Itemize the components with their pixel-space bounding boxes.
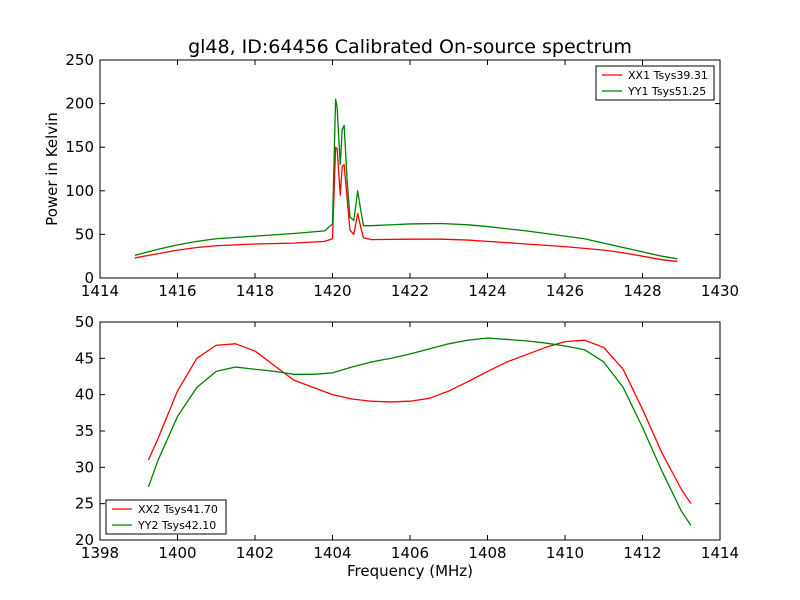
x-tick-label: 1430 bbox=[701, 282, 739, 300]
x-tick-label: 1414 bbox=[701, 544, 739, 562]
y-tick-label: 0 bbox=[84, 269, 94, 287]
x-tick-label: 1422 bbox=[391, 282, 429, 300]
chart-title: gl48, ID:64456 Calibrated On-source spec… bbox=[188, 36, 632, 58]
y-tick-label: 200 bbox=[65, 95, 94, 113]
x-tick-label: 1420 bbox=[313, 282, 351, 300]
series-line-1 bbox=[147, 339, 692, 505]
x-tick-label: 1426 bbox=[546, 282, 584, 300]
x-axis-label: Frequency (MHz) bbox=[347, 562, 473, 580]
y-tick-label: 30 bbox=[75, 458, 94, 476]
y-tick-label: 150 bbox=[65, 138, 94, 156]
x-tick-label: 1408 bbox=[468, 544, 506, 562]
x-tick-label: 1416 bbox=[158, 282, 196, 300]
plot-panel-1: 1414 1416 1418 1420 1422 1424 1426 1428 1430 0 50 1… bbox=[43, 51, 739, 300]
legend: XX1 Tsys39.31 YY1 Tsys51.25 bbox=[595, 65, 715, 101]
x-tick-label: 1410 bbox=[546, 544, 584, 562]
y-tick-label: 100 bbox=[65, 182, 94, 200]
plot-panel-2: 1398 1400 1402 1404 1406 1408 1410 1412 1414 20 25… bbox=[75, 313, 739, 580]
y-tick-label: 35 bbox=[75, 422, 94, 440]
y-tick-label: 250 bbox=[65, 51, 94, 69]
y-tick-label: 40 bbox=[75, 386, 94, 404]
y-tick-label: 50 bbox=[75, 313, 94, 331]
y-tick-label: 50 bbox=[75, 225, 94, 243]
y-tick-label: 20 bbox=[75, 531, 94, 549]
legend: XX2 Tsys41.70 YY2 Tsys42.10 bbox=[105, 499, 227, 535]
y-tick-label: 45 bbox=[75, 349, 94, 367]
x-tick-label: 1418 bbox=[236, 282, 274, 300]
x-tick-label: 1398 bbox=[81, 544, 119, 562]
x-tick-label: 1412 bbox=[623, 544, 661, 562]
x-tick-label: 1404 bbox=[313, 544, 351, 562]
series-line-1 bbox=[134, 146, 678, 263]
y-tick-label: 25 bbox=[75, 495, 94, 513]
legend-label: XX2 Tsys41.70 bbox=[138, 503, 218, 516]
legend-box bbox=[595, 65, 715, 101]
legend-box bbox=[105, 499, 227, 535]
series-line-2 bbox=[147, 337, 692, 526]
y-axis-label: Power in Kelvin bbox=[43, 112, 61, 226]
x-tick-label: 1424 bbox=[468, 282, 506, 300]
x-tick-label: 1406 bbox=[391, 544, 429, 562]
legend-label: YY1 Tsys51.25 bbox=[627, 85, 706, 98]
x-tick-label: 1402 bbox=[236, 544, 274, 562]
x-tick-label: 1428 bbox=[623, 282, 661, 300]
x-tick-label: 1414 bbox=[81, 282, 119, 300]
series-line-2 bbox=[134, 98, 678, 260]
x-tick-label: 1400 bbox=[158, 544, 196, 562]
legend-label: YY2 Tsys42.10 bbox=[137, 519, 216, 532]
legend-label: XX1 Tsys39.31 bbox=[628, 69, 708, 82]
